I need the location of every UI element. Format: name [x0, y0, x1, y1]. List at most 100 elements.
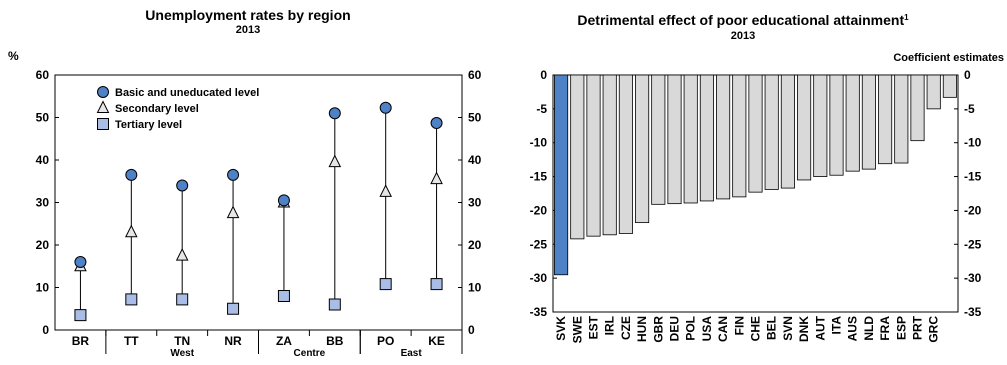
- right-xtick-label: HUN: [635, 316, 649, 342]
- right-xtick-label: FRA: [878, 316, 892, 341]
- right-ytick-label-left: -15: [530, 170, 548, 184]
- left-point-triangle: [125, 224, 138, 238]
- left-chart-title: Unemployment rates by region: [145, 7, 350, 23]
- left-point-triangle: [175, 248, 189, 261]
- right-ytick-label-right: -25: [964, 237, 982, 251]
- left-xtick-label: KE: [428, 334, 445, 348]
- left-xtick-label: PO: [377, 334, 394, 348]
- right-bar: [716, 74, 731, 200]
- left-ytick-label-right: 20: [468, 238, 482, 252]
- right-xtick-label: DNK: [797, 316, 811, 342]
- right-xtick-label: ESP: [894, 316, 908, 340]
- right-ytick-label-left: -30: [530, 271, 548, 285]
- right-xtick-label: NLD: [862, 316, 876, 341]
- right-xtick-label: SVK: [554, 316, 568, 341]
- right-ytick-label-left: 0: [540, 68, 547, 82]
- left-ytick-label-left: 30: [36, 196, 50, 210]
- left-point-circle: [74, 256, 87, 268]
- right-chart-title: Detrimental effect of poor educational a…: [577, 12, 909, 28]
- left-ytick-label-right: 10: [468, 281, 482, 295]
- left-ytick-label-left: 40: [36, 153, 50, 167]
- left-xtick-label: BR: [72, 334, 90, 348]
- right-chart-subtitle: 2013: [731, 30, 755, 42]
- left-chart-unit-label: %: [8, 49, 19, 63]
- right-bar: [926, 74, 941, 110]
- right-bar: [683, 74, 698, 204]
- left-point-triangle: [430, 171, 443, 185]
- left-point-circle: [227, 168, 240, 181]
- left-point-square: [74, 309, 87, 322]
- right-ytick-label-right: -20: [964, 203, 982, 217]
- left-point-square: [227, 302, 240, 315]
- right-bar: [667, 74, 682, 205]
- right-bar: [942, 74, 957, 98]
- right-xtick-label: FIN: [732, 316, 746, 335]
- right-bar: [764, 74, 779, 190]
- left-legend-label: Tertiary level: [115, 119, 182, 131]
- right-bar: [780, 74, 795, 189]
- right-bar: [570, 74, 585, 240]
- left-point-square: [277, 290, 290, 302]
- right-ytick-label-right: -5: [964, 102, 975, 116]
- left-chart-axes: 0 0 10 10 20 20 30 30 40 40 50 50 60 60 BR TT TN NR ZA BB PO…: [36, 68, 482, 359]
- right-bar-highlight: [554, 74, 569, 276]
- right-bar: [586, 74, 601, 237]
- right-bar: [618, 74, 633, 234]
- right-xtick-label: CAN: [716, 316, 730, 342]
- right-ytick-label-left: -20: [530, 203, 548, 217]
- right-xtick-label: IRL: [603, 316, 617, 335]
- right-bar: [829, 74, 844, 176]
- left-legend-marker-circle: [97, 86, 109, 98]
- left-ytick-label-left: 60: [36, 68, 50, 82]
- left-legend-marker-square: [97, 118, 109, 130]
- right-chart-title-text: Detrimental effect of poor educational a…: [577, 12, 904, 28]
- left-ytick-label-right: 50: [468, 111, 482, 125]
- right-chart: Detrimental effect of poor educational a…: [530, 12, 1004, 343]
- left-chart: Unemployment rates by region 2013 % 0 0 10…: [8, 7, 482, 359]
- left-ytick-label-left: 50: [36, 111, 50, 125]
- right-ytick-label-left: -5: [536, 102, 547, 116]
- left-point-triangle: [379, 184, 392, 197]
- right-chart-title-footnote: 1: [904, 13, 909, 22]
- left-ytick-label-right: 0: [468, 323, 475, 337]
- right-xtick-label: SWE: [570, 316, 584, 343]
- left-point-circle: [176, 179, 189, 192]
- left-xtick-label: TT: [124, 334, 139, 348]
- right-xtick-label: POL: [684, 316, 698, 341]
- left-point-circle: [430, 117, 443, 130]
- right-xtick-label: USA: [700, 316, 714, 342]
- left-point-circle: [379, 101, 392, 114]
- right-chart-unit-label: Coefficient estimates: [893, 52, 1004, 64]
- right-ytick-label-right: -10: [964, 136, 982, 150]
- right-bar: [732, 74, 747, 198]
- right-bar: [635, 74, 650, 224]
- right-bar: [878, 74, 893, 165]
- right-ytick-label-left: -35: [530, 305, 548, 319]
- left-legend-marker-triangle: [96, 100, 110, 113]
- right-xtick-label: CHE: [749, 316, 763, 341]
- right-chart-marks: [554, 74, 957, 276]
- left-point-circle: [125, 168, 138, 181]
- right-xtick-label: SVN: [781, 316, 795, 341]
- left-point-square: [430, 278, 443, 291]
- right-xtick-label: AUT: [813, 315, 827, 340]
- left-ytick-label-left: 20: [36, 238, 50, 252]
- left-ytick-label-left: 0: [42, 323, 49, 337]
- left-chart-subtitle: 2013: [236, 24, 260, 36]
- right-xtick-label: GBR: [651, 316, 665, 343]
- right-bar: [910, 74, 925, 142]
- left-xtick-label: ZA: [276, 334, 292, 348]
- right-xtick-label: EST: [587, 315, 601, 339]
- right-chart-axes: 0 0 -5 -5 -10 -10 -15 -15 -20 -20 -25 -25 -30 -30 -35 -…: [530, 68, 982, 343]
- left-group-label: West: [170, 348, 194, 359]
- left-point-circle: [328, 107, 341, 120]
- left-point-circle: [277, 194, 290, 207]
- right-ytick-label-left: -10: [530, 136, 548, 150]
- left-xtick-label: TN: [174, 334, 190, 348]
- right-bar: [813, 74, 828, 177]
- left-group-label: Centre: [294, 348, 326, 359]
- right-xtick-label: ITA: [830, 316, 844, 335]
- right-ytick-label-right: -30: [964, 271, 982, 285]
- left-ytick-label-right: 60: [468, 68, 482, 82]
